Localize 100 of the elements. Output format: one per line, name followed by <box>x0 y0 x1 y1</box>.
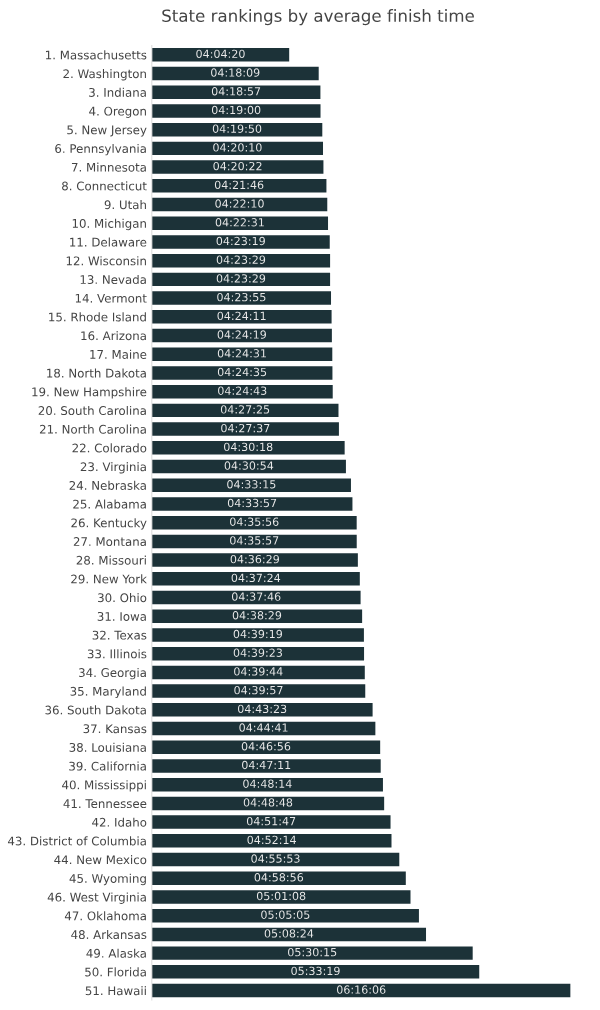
data-label: 04:24:31 <box>217 349 266 358</box>
data-label: 05:05:05 <box>261 910 310 919</box>
data-label: 04:39:23 <box>233 648 282 657</box>
y-tick-label: 6. Pennsylvania <box>55 143 146 156</box>
data-label: 04:37:24 <box>231 573 281 583</box>
data-label: 04:44:41 <box>239 723 288 732</box>
y-tick-label: 3. Indiana <box>89 87 146 97</box>
data-label: 04:24:35 <box>217 367 267 377</box>
y-tick-label: 5. New Jersey <box>67 125 147 137</box>
y-tick-label: 44. New Mexico <box>54 855 147 865</box>
data-label: 04:58:56 <box>254 873 304 882</box>
chart-title: State rankings by average finish time <box>162 9 474 26</box>
y-tick-label: 33. Illinois <box>87 649 147 659</box>
y-tick-label: 39. California <box>69 761 146 771</box>
y-tick-label: 22. Colorado <box>72 443 147 453</box>
y-tick-label: 37. Kansas <box>83 724 147 734</box>
data-label: 05:30:15 <box>288 947 337 957</box>
y-tick-label: 47. Oklahoma <box>64 911 146 921</box>
data-label: 04:04:20 <box>196 49 245 59</box>
data-label: 04:33:15 <box>227 480 276 489</box>
data-label: 04:46:56 <box>241 742 291 751</box>
y-tick-label: 40. Mississippi <box>62 780 146 792</box>
y-tick-label: 43. District of Columbia <box>7 836 146 846</box>
data-label: 04:24:43 <box>218 386 267 395</box>
y-tick-label: 25. Alabama <box>73 499 146 509</box>
data-label: 04:27:25 <box>220 405 270 414</box>
y-tick-label: 34. Georgia <box>79 667 146 680</box>
data-label: 05:01:08 <box>256 891 306 901</box>
y-tick-label: 2. Washington <box>63 69 146 81</box>
y-tick-label: 28. Missouri <box>76 555 146 565</box>
data-label: 04:43:23 <box>237 704 287 714</box>
y-tick-label: 16. Arizona <box>81 331 146 341</box>
data-label: 04:18:57 <box>211 87 261 96</box>
data-label: 04:47:11 <box>242 760 291 770</box>
y-tick-label: 21. North Carolina <box>39 424 146 434</box>
y-tick-label: 4. Oregon <box>89 106 146 118</box>
data-label: 04:19:50 <box>212 124 262 133</box>
y-tick-label: 30. Ohio <box>98 593 147 603</box>
data-label: 04:18:09 <box>211 68 260 77</box>
data-label: 04:35:56 <box>230 517 279 526</box>
y-tick-label: 14. Vermont <box>75 293 147 303</box>
data-label: 04:23:29 <box>216 274 266 283</box>
y-tick-label: 36. South Dakota <box>45 705 146 715</box>
data-label: 04:37:46 <box>231 592 281 601</box>
y-tick-label: 48. Arkansas <box>71 929 147 940</box>
data-label: 04:52:14 <box>247 835 296 845</box>
y-tick-label: 9. Utah <box>104 200 146 210</box>
y-tick-label: 17. Maine <box>90 349 147 359</box>
data-label: 04:23:29 <box>216 255 266 264</box>
y-tick-label: 31. Iowa <box>97 611 146 621</box>
y-tick-label: 19. New Hampshire <box>32 387 147 399</box>
data-label: 06:16:06 <box>336 985 386 994</box>
y-tick-label: 32. Texas <box>92 630 147 640</box>
y-tick-label: 8. Connecticut <box>62 181 147 191</box>
y-tick-label: 7. Minnesota <box>71 162 146 172</box>
y-tick-label: 15. Rhode Island <box>49 312 146 322</box>
y-tick-label: 45. Wyoming <box>69 873 146 886</box>
y-tick-label: 10. Michigan <box>72 218 146 231</box>
data-label: 04:30:54 <box>224 461 274 470</box>
data-label: 04:39:44 <box>234 667 283 676</box>
data-label: 04:36:29 <box>230 554 279 564</box>
data-label: 04:30:18 <box>224 442 273 452</box>
y-tick-label: 11. Delaware <box>70 237 147 247</box>
data-label: 05:33:19 <box>291 966 340 976</box>
data-label: 04:55:53 <box>251 854 300 863</box>
data-label: 04:27:37 <box>221 423 270 433</box>
data-label: 04:38:29 <box>232 611 282 620</box>
data-label: 04:39:57 <box>234 685 283 695</box>
y-tick-label: 38. Louisiana <box>69 742 146 752</box>
data-label: 04:35:57 <box>230 536 279 545</box>
y-tick-label: 51. Hawaii <box>85 986 146 996</box>
y-tick-label: 12. Wisconsin <box>66 256 146 266</box>
data-label: 05:08:24 <box>264 929 314 938</box>
data-label: 04:48:14 <box>243 779 292 788</box>
data-label: 04:39:19 <box>233 629 283 639</box>
y-tick-label: 49. Alaska <box>86 948 146 958</box>
data-label: 04:22:10 <box>215 199 264 208</box>
y-tick-label: 46. West Virginia <box>47 892 146 904</box>
y-tick-label: 13. Nevada <box>80 274 146 285</box>
data-label: 04:24:11 <box>217 311 266 321</box>
data-label: 04:20:10 <box>213 143 262 152</box>
data-label: 04:21:46 <box>214 180 264 190</box>
data-label: 04:23:19 <box>216 236 265 246</box>
y-tick-label: 27. Montana <box>73 537 146 547</box>
data-label: 04:33:57 <box>227 498 277 508</box>
y-tick-label: 35. Maryland <box>70 686 146 699</box>
y-tick-label: 50. Florida <box>85 967 146 977</box>
y-tick-label: 42. Idaho <box>92 817 147 827</box>
y-tick-label: 29. New York <box>71 574 147 584</box>
data-label: 04:51:47 <box>246 816 296 826</box>
y-tick-label: 1. Massachusetts <box>45 50 147 60</box>
data-label: 04:19:00 <box>211 105 261 115</box>
y-tick-label: 26. Kentucky <box>71 518 147 530</box>
data-label: 04:22:31 <box>215 218 264 227</box>
data-label: 04:48:48 <box>243 798 293 807</box>
data-label: 04:20:22 <box>213 161 262 171</box>
y-tick-label: 18. North Dakota <box>47 368 146 378</box>
data-label: 04:23:55 <box>217 292 266 302</box>
data-label: 04:24:19 <box>217 330 267 339</box>
y-tick-label: 41. Tennessee <box>63 799 147 809</box>
